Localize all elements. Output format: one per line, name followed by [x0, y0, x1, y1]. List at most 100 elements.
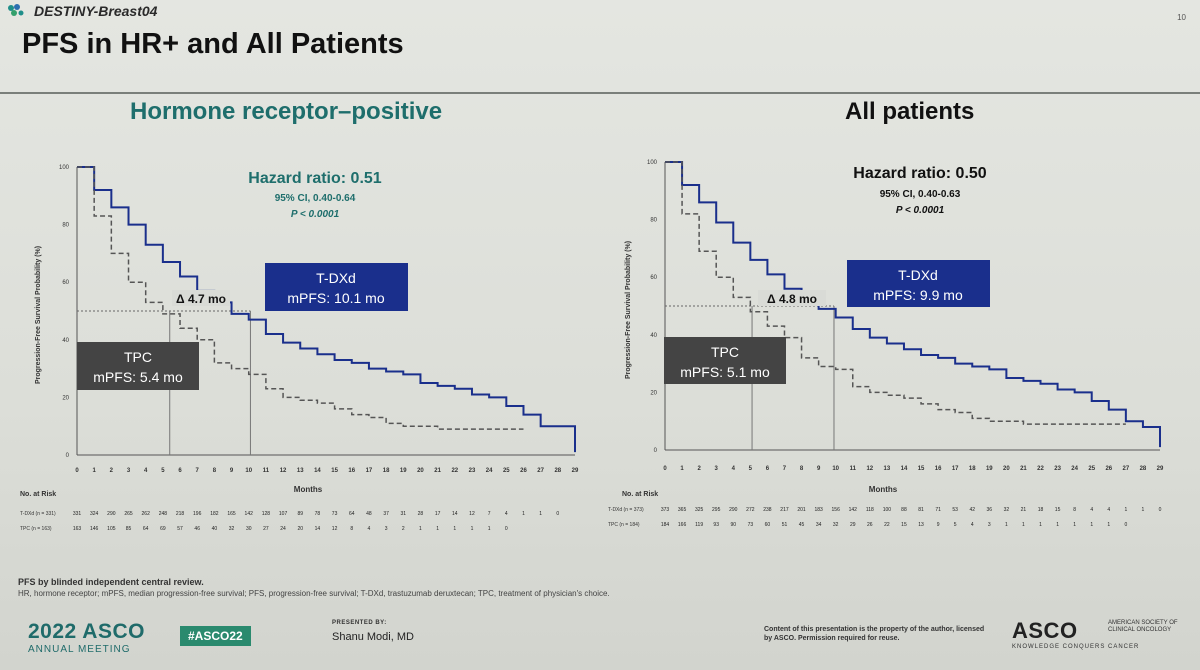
- risk-value-tpc: 1: [1107, 522, 1110, 528]
- risk-value-tdxd: 12: [469, 511, 475, 517]
- hazard-ratio: Hazard ratio: 0.51: [248, 170, 381, 187]
- x-tick-label: 2: [697, 466, 701, 472]
- risk-value-tpc: 73: [748, 522, 754, 528]
- risk-value-tdxd: 265: [124, 511, 133, 517]
- x-tick-label: 16: [935, 466, 942, 472]
- risk-value-tpc: 22: [884, 522, 890, 528]
- y-tick-label: 0: [654, 448, 658, 454]
- asco-society-name: AMERICAN SOCIETY OF CLINICAL ONCOLOGY: [1108, 620, 1178, 634]
- risk-value-tdxd: 18: [1038, 507, 1044, 513]
- footnote-abbreviations: HR, hormone receptor; mPFS, median progr…: [18, 589, 610, 598]
- x-tick-label: 17: [952, 466, 959, 472]
- x-tick-label: 22: [1037, 466, 1044, 472]
- tdxd-mpfs: mPFS: 9.9 mo: [873, 287, 963, 303]
- x-tick-label: 24: [486, 468, 493, 474]
- x-tick-label: 4: [144, 468, 148, 474]
- risk-value-tdxd: 89: [297, 511, 303, 517]
- y-tick-label: 40: [650, 333, 657, 339]
- risk-value-tdxd: 4: [1090, 507, 1093, 513]
- risk-label-tdxd: T-DXd (n = 331): [20, 511, 56, 517]
- asco-annual-meeting-logo: 2022 ASCO ANNUAL MEETING: [28, 620, 145, 655]
- tpc-mpfs: mPFS: 5.4 mo: [93, 369, 183, 385]
- y-tick-label: 20: [62, 395, 69, 401]
- risk-value-tdxd: 32: [1004, 507, 1010, 513]
- tdxd-series-line: [665, 161, 1161, 448]
- risk-value-tdxd: 107: [279, 511, 288, 517]
- presenter-name: Shanu Modi, MD: [332, 631, 414, 643]
- x-tick-label: 18: [969, 466, 976, 472]
- left-panel-subtitle: Hormone receptor–positive: [130, 98, 443, 125]
- risk-value-tdxd: 118: [866, 507, 874, 513]
- risk-value-tpc: 1: [436, 526, 439, 532]
- presenter-label: PRESENTED BY:: [332, 620, 387, 626]
- title-divider: [0, 92, 1200, 94]
- risk-value-tpc: 15: [901, 522, 907, 528]
- risk-value-tpc: 57: [177, 526, 183, 532]
- x-tick-label: 5: [749, 466, 753, 472]
- risk-value-tdxd: 365: [678, 507, 687, 513]
- risk-value-tdxd: 42: [969, 507, 975, 513]
- risk-value-tdxd: 31: [400, 511, 406, 517]
- risk-value-tpc: 32: [229, 526, 235, 532]
- y-tick-label: 60: [650, 275, 657, 281]
- risk-value-tpc: 163: [73, 526, 82, 532]
- page-number: 10: [1177, 13, 1186, 22]
- risk-value-tpc: 45: [799, 522, 805, 528]
- tdxd-arm-label: T-DXd: [898, 267, 938, 283]
- x-tick-label: 13: [297, 468, 304, 474]
- risk-value-tdxd: 196: [193, 511, 202, 517]
- risk-value-tdxd: 373: [661, 507, 670, 513]
- tdxd-box: [265, 263, 408, 311]
- x-tick-label: 10: [245, 468, 252, 474]
- y-tick-label: 80: [650, 218, 657, 224]
- x-tick-label: 12: [280, 468, 287, 474]
- x-tick-label: 7: [783, 466, 787, 472]
- x-tick-label: 24: [1071, 466, 1078, 472]
- tdxd-box: [847, 260, 990, 307]
- risk-value-tpc: 2: [402, 526, 405, 532]
- risk-value-tdxd: 73: [332, 511, 338, 517]
- risk-value-tpc: 1: [1022, 522, 1025, 528]
- x-tick-label: 9: [230, 468, 234, 474]
- risk-value-tpc: 34: [816, 522, 822, 528]
- hashtag-badge: #ASCO22: [180, 626, 251, 646]
- risk-value-tdxd: 15: [1055, 507, 1061, 513]
- risk-value-tdxd: 325: [695, 507, 704, 513]
- risk-value-tpc: 29: [850, 522, 856, 528]
- risk-value-tpc: 0: [505, 526, 508, 532]
- y-tick-label: 100: [647, 160, 658, 166]
- risk-value-tdxd: 7: [488, 511, 491, 517]
- meeting-year: 2022 ASCO: [28, 620, 145, 643]
- risk-value-tpc: 8: [350, 526, 353, 532]
- risk-value-tdxd: 14: [452, 511, 458, 517]
- risk-value-tdxd: 1: [522, 511, 525, 517]
- risk-value-tpc: 146: [90, 526, 99, 532]
- risk-value-tpc: 24: [280, 526, 286, 532]
- presenter-block: PRESENTED BY: Shanu Modi, MD: [332, 620, 414, 643]
- x-axis-label: Months: [294, 485, 323, 494]
- x-tick-label: 29: [572, 468, 579, 474]
- risk-value-tdxd: 8: [1073, 507, 1076, 513]
- risk-value-tdxd: 78: [315, 511, 321, 517]
- risk-value-tdxd: 290: [107, 511, 116, 517]
- tpc-arm-label: TPC: [124, 349, 152, 365]
- tpc-box: [664, 337, 786, 384]
- risk-value-tdxd: 48: [366, 511, 372, 517]
- x-tick-label: 27: [537, 468, 544, 474]
- x-tick-label: 19: [986, 466, 993, 472]
- risk-value-tpc: 4: [368, 526, 371, 532]
- risk-value-tpc: 1: [1005, 522, 1008, 528]
- risk-value-tpc: 12: [332, 526, 338, 532]
- risk-value-tdxd: 21: [1021, 507, 1027, 513]
- p-value: P < 0.0001: [896, 205, 945, 216]
- risk-value-tpc: 40: [212, 526, 218, 532]
- risk-value-tpc: 0: [1124, 522, 1127, 528]
- delta-label: Δ 4.8 mo: [767, 292, 817, 306]
- risk-value-tpc: 32: [833, 522, 839, 528]
- slide-title: PFS in HR+ and All Patients: [22, 28, 404, 60]
- risk-value-tdxd: 28: [418, 511, 424, 517]
- x-tick-label: 26: [1105, 466, 1112, 472]
- risk-value-tdxd: 37: [383, 511, 389, 517]
- x-tick-label: 10: [832, 466, 839, 472]
